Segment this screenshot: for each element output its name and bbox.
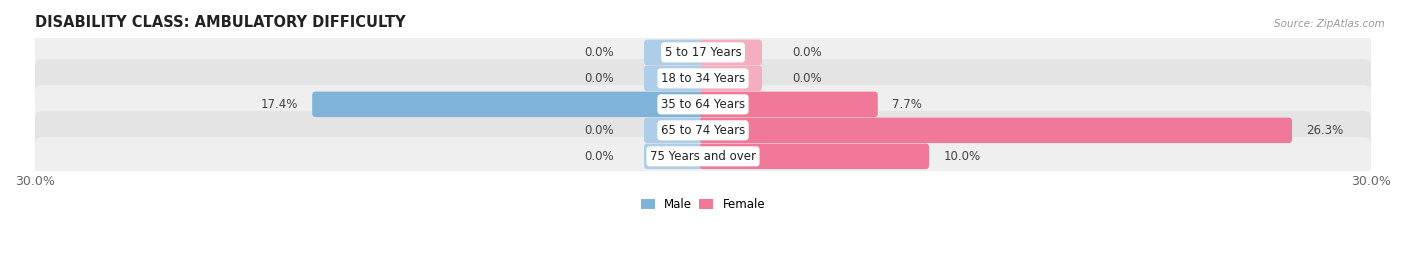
FancyBboxPatch shape [700, 66, 762, 91]
Text: 17.4%: 17.4% [260, 98, 298, 111]
FancyBboxPatch shape [644, 118, 706, 143]
FancyBboxPatch shape [312, 92, 706, 117]
Text: 10.0%: 10.0% [943, 150, 980, 163]
FancyBboxPatch shape [700, 92, 877, 117]
Text: 65 to 74 Years: 65 to 74 Years [661, 124, 745, 137]
Text: 0.0%: 0.0% [792, 46, 821, 59]
Text: DISABILITY CLASS: AMBULATORY DIFFICULTY: DISABILITY CLASS: AMBULATORY DIFFICULTY [35, 15, 405, 30]
FancyBboxPatch shape [35, 59, 1371, 98]
Text: 35 to 64 Years: 35 to 64 Years [661, 98, 745, 111]
Text: 5 to 17 Years: 5 to 17 Years [665, 46, 741, 59]
Text: 0.0%: 0.0% [585, 46, 614, 59]
Text: 26.3%: 26.3% [1306, 124, 1344, 137]
FancyBboxPatch shape [644, 144, 706, 169]
FancyBboxPatch shape [35, 137, 1371, 176]
FancyBboxPatch shape [644, 40, 706, 65]
FancyBboxPatch shape [700, 144, 929, 169]
Text: 18 to 34 Years: 18 to 34 Years [661, 72, 745, 85]
Text: 75 Years and over: 75 Years and over [650, 150, 756, 163]
Text: 7.7%: 7.7% [893, 98, 922, 111]
Text: 0.0%: 0.0% [585, 124, 614, 137]
FancyBboxPatch shape [700, 40, 762, 65]
FancyBboxPatch shape [700, 118, 1292, 143]
Text: 0.0%: 0.0% [792, 72, 821, 85]
Legend: Male, Female: Male, Female [641, 198, 765, 211]
Text: 0.0%: 0.0% [585, 150, 614, 163]
FancyBboxPatch shape [35, 111, 1371, 150]
FancyBboxPatch shape [35, 85, 1371, 124]
FancyBboxPatch shape [35, 33, 1371, 72]
FancyBboxPatch shape [644, 66, 706, 91]
Text: Source: ZipAtlas.com: Source: ZipAtlas.com [1274, 19, 1385, 29]
Text: 0.0%: 0.0% [585, 72, 614, 85]
